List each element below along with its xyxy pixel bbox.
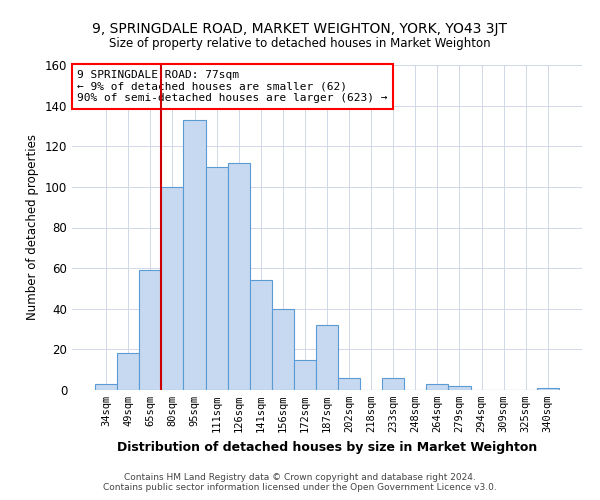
Bar <box>316 325 338 390</box>
Bar <box>294 360 316 390</box>
Bar <box>227 162 250 390</box>
Bar <box>161 187 184 390</box>
Bar <box>184 120 206 390</box>
Bar <box>139 270 161 390</box>
Bar <box>427 384 448 390</box>
X-axis label: Distribution of detached houses by size in Market Weighton: Distribution of detached houses by size … <box>117 440 537 454</box>
Text: 9, SPRINGDALE ROAD, MARKET WEIGHTON, YORK, YO43 3JT: 9, SPRINGDALE ROAD, MARKET WEIGHTON, YOR… <box>92 22 508 36</box>
Bar <box>338 378 360 390</box>
Bar <box>448 386 470 390</box>
Text: Contains HM Land Registry data © Crown copyright and database right 2024.: Contains HM Land Registry data © Crown c… <box>124 473 476 482</box>
Bar <box>382 378 404 390</box>
Bar <box>95 384 117 390</box>
Bar <box>537 388 559 390</box>
Bar <box>206 166 227 390</box>
Text: Contains public sector information licensed under the Open Government Licence v3: Contains public sector information licen… <box>103 483 497 492</box>
Bar <box>250 280 272 390</box>
Y-axis label: Number of detached properties: Number of detached properties <box>26 134 39 320</box>
Bar <box>272 308 294 390</box>
Text: 9 SPRINGDALE ROAD: 77sqm
← 9% of detached houses are smaller (62)
90% of semi-de: 9 SPRINGDALE ROAD: 77sqm ← 9% of detache… <box>77 70 388 103</box>
Bar <box>117 354 139 390</box>
Text: Size of property relative to detached houses in Market Weighton: Size of property relative to detached ho… <box>109 38 491 51</box>
